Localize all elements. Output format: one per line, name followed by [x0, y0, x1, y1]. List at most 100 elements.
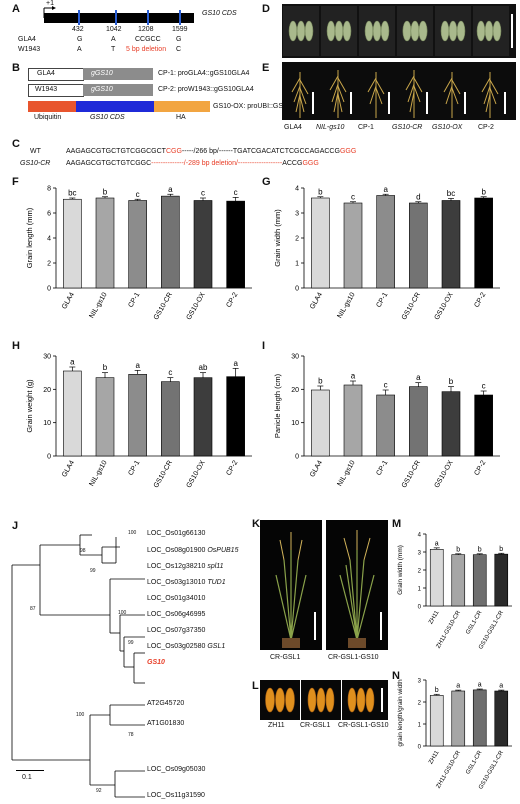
leaf-4-gene: TUD1 — [207, 579, 226, 586]
row-name-w1943: W1943 — [18, 46, 41, 53]
significance-letter: a — [416, 373, 421, 382]
panel-label-f: F — [12, 176, 19, 188]
bar — [376, 394, 395, 457]
bar — [441, 200, 461, 289]
bootstrap-8: 78 — [128, 732, 134, 738]
gene-box-1: gGS10 — [83, 68, 153, 80]
leaf-2-gene: OsPUB15 — [207, 547, 239, 554]
position-1208: 1208 — [138, 26, 154, 33]
panel-label-j: J — [12, 520, 19, 532]
significance-letter: b — [318, 377, 323, 386]
grain-photo-strip — [282, 4, 516, 58]
bar — [63, 198, 82, 289]
panel-label-b: B — [12, 62, 20, 74]
panel-label-c: C — [12, 138, 20, 150]
significance-letter: d — [416, 192, 420, 201]
significance-letter: a — [135, 361, 140, 370]
x-tick-label: GS10-OX — [185, 291, 206, 321]
x-tick-label: CP-1 — [127, 291, 141, 308]
leaf-6: LOC_Os06g46995 — [147, 611, 205, 618]
leaf-3-gene: spl11 — [207, 563, 224, 570]
bar — [226, 376, 245, 457]
x-tick-label: ZH11-GS10-CR — [436, 609, 463, 649]
wt-seq-start: AAGAGCGTGCTGTCGGCGCT — [66, 148, 166, 155]
cds-segment-label: GS10 CDS — [90, 114, 125, 121]
cr-deletion: --------------/-289 bp deletion/--------… — [151, 160, 283, 167]
y-tick-label: 1 — [295, 261, 299, 268]
construct-cp1: CP-1: proGLA4::gGS10GLA4 — [158, 70, 250, 77]
e-label-nil: NIL-gs10 — [316, 124, 345, 131]
significance-letter: c — [168, 368, 172, 377]
bootstrap-5: 100 — [118, 610, 127, 616]
y-axis-label: grain length/grain width — [397, 679, 404, 747]
x-tick-label: NIL-gs10 — [336, 291, 356, 319]
cr-sequence: AAGAGCGTGCTGTCGGC--------------/-289 bp … — [66, 160, 319, 167]
panel-label-m: M — [392, 518, 402, 530]
bar — [451, 690, 466, 747]
cr-seq-end: ACCG — [282, 160, 303, 167]
significance-letter: a — [70, 358, 75, 367]
chart-grain-length: 0 2 4 6 8 Grain length (mm) bc GLA4 b NIL-gs10 c CP… — [25, 185, 252, 321]
bar — [193, 377, 213, 457]
leaf-7-id: LOC_Os07g37350 — [147, 627, 206, 634]
significance-letter: c — [384, 381, 388, 390]
panel-label-h: H — [12, 340, 20, 352]
x-tick-label: GS10-OX — [433, 459, 454, 489]
y-tick-label: 0 — [47, 454, 51, 461]
bar — [343, 202, 363, 289]
panel-label-i: I — [262, 340, 266, 352]
ubiquitin-label: Ubiquitin — [34, 114, 62, 121]
y-tick-label: 8 — [47, 186, 51, 193]
k-label-gsl1-gs10: CR-GSL1-GS10 — [328, 654, 379, 661]
x-tick-label: ZH11-GS10-CR — [436, 749, 463, 789]
significance-letter: a — [351, 372, 356, 381]
x-tick-label: GSL1-CR — [465, 609, 484, 635]
x-tick-label: GS10-CR — [153, 460, 174, 490]
gene-box-2: gGS10 — [83, 84, 153, 96]
y-tick-label: 4 — [295, 186, 299, 193]
bar — [311, 197, 330, 289]
x-tick-label: NIL-gs10 — [88, 459, 108, 487]
leaf-4: LOC_Os03g13010 TUD1 — [147, 579, 226, 586]
x-tick-label: ZH11 — [428, 749, 441, 765]
x-tick-label: NIL-gs10 — [88, 291, 108, 319]
bar — [95, 377, 115, 457]
significance-letter: b — [449, 377, 454, 386]
x-tick-label: GS10-CR — [401, 460, 422, 490]
x-tick-label: GS10-GSL1-CR — [478, 749, 505, 790]
significance-letter: c — [136, 190, 140, 199]
e-label-cp1: CP-1 — [358, 124, 374, 131]
leaf-gs10: GS10 — [147, 659, 165, 666]
bar — [376, 195, 395, 289]
leaf-12: LOC_Os09g05030 — [147, 766, 206, 773]
y-tick-label: 6 — [47, 211, 51, 218]
gla4-1599: G — [176, 36, 182, 43]
ha-segment — [154, 101, 210, 112]
significance-letter: b — [103, 363, 108, 372]
promoter-gla4-label: GLA4 — [37, 70, 55, 77]
y-tick-label: 30 — [43, 354, 51, 361]
y-tick-label: 20 — [291, 387, 299, 394]
w1943-1208: 5 bp deletion — [126, 46, 167, 53]
grain-l-svg — [265, 680, 383, 720]
significance-letter: b — [478, 546, 482, 553]
l-label-gsl1-gs10: CR-GSL1-GS10 — [338, 722, 389, 729]
panicle-photo-strip — [282, 62, 516, 120]
bootstrap-1: 100 — [128, 530, 137, 536]
x-tick-label: ZH11 — [428, 609, 441, 625]
e-label-cp2: CP-2 — [478, 124, 494, 131]
chart-panicle-length: 0 10 20 30 Panicle length (cm) b GLA4 a NIL-gs10… — [273, 354, 500, 490]
ha-label: HA — [176, 114, 186, 121]
y-tick-label: 2 — [418, 569, 422, 575]
x-tick-label: CP-2 — [225, 459, 239, 476]
y-tick-label: 0 — [295, 454, 299, 461]
significance-letter: a — [435, 540, 439, 547]
bootstrap-7: 100 — [76, 712, 85, 718]
y-tick-label: 3 — [418, 679, 422, 685]
chart-grain-width-m: 0 1 2 3 4 Grain width (mm) a ZH11 b ZH11-GS10-CR b… — [397, 533, 512, 651]
construct-cp2: CP-2: proW1943::gGS10GLA4 — [158, 86, 254, 93]
y-tick-label: 30 — [291, 354, 299, 361]
position-1042: 1042 — [106, 26, 122, 33]
w1943-432: A — [77, 46, 82, 53]
cr-seq-start: AAGAGCGTGCTGTCGGC — [66, 160, 152, 167]
